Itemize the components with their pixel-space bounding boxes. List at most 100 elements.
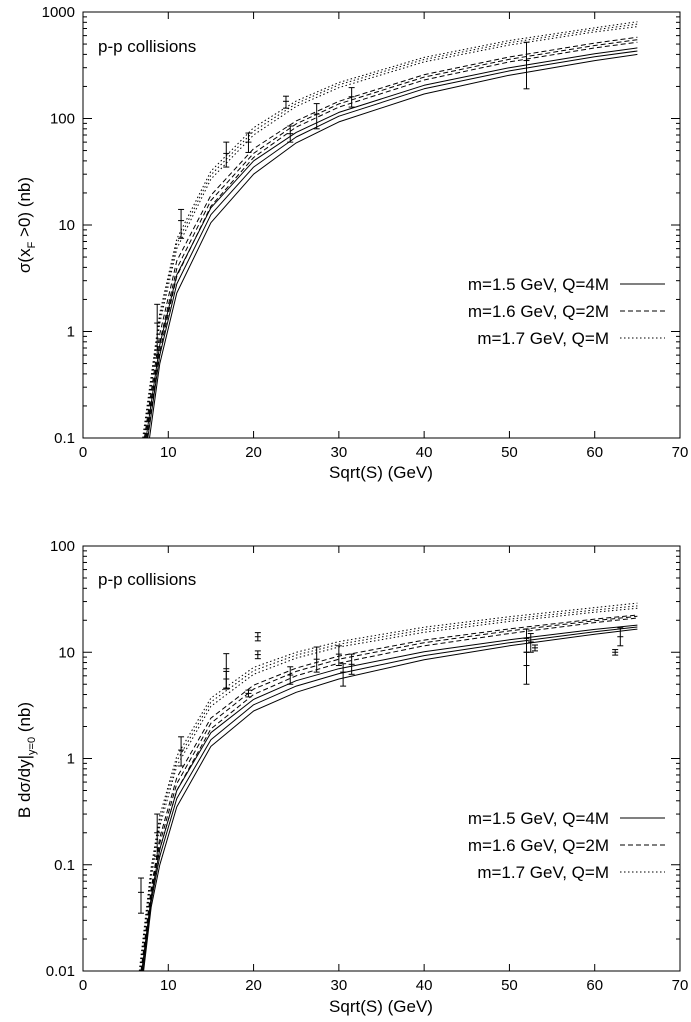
x-axis-label-top: Sqrt(S) (GeV) xyxy=(329,463,433,482)
points-bottom xyxy=(137,627,624,914)
curve-solid-1 xyxy=(149,53,638,439)
y-tick-label: 0.1 xyxy=(54,430,75,447)
curve-dashed-2 xyxy=(144,39,638,439)
curve-dotted-1 xyxy=(140,607,638,972)
annotation-top: p-p collisions xyxy=(98,37,196,56)
data-point xyxy=(287,125,294,143)
curve-solid-3 xyxy=(141,624,638,972)
legend-label: m=1.7 GeV, Q=M xyxy=(477,329,609,348)
curve-dashed-1 xyxy=(146,41,638,439)
data-point xyxy=(313,103,320,130)
y-axis-label-sub-top: F xyxy=(26,241,38,248)
curve-dashed-2 xyxy=(141,615,638,972)
legend-label: m=1.5 GeV, Q=4M xyxy=(468,275,609,294)
y-axis-label-tail-top: >0) (nb) xyxy=(15,177,34,242)
x-tick-label: 50 xyxy=(501,444,518,461)
legend-bottom: m=1.5 GeV, Q=4M m=1.6 GeV, Q=2M m=1.7 GeV,… xyxy=(468,809,665,882)
y-axis-label-tail-bottom: (nb) xyxy=(15,702,34,737)
x-ticks-bottom: 0 10 20 30 40 50 60 70 xyxy=(79,546,689,994)
plot-frame-bottom xyxy=(82,545,681,972)
data-point xyxy=(282,95,289,109)
data-point xyxy=(527,633,534,653)
data-point xyxy=(223,670,230,689)
annotation-bottom: p-p collisions xyxy=(98,570,196,589)
data-point xyxy=(617,627,624,647)
plot-frame-top xyxy=(82,11,681,439)
data-point xyxy=(313,646,320,673)
x-tick-label: 60 xyxy=(586,977,603,994)
y-tick-label: 100 xyxy=(50,538,75,555)
y-axis-label-top: σ(xF >0) (nb) xyxy=(15,177,38,273)
plot-area-bottom: 0 10 20 30 40 50 60 70 0.01 0.1 1 10 100 p-p collis… xyxy=(46,538,689,994)
data-point xyxy=(245,132,252,153)
y-tick-label: 100 xyxy=(50,111,75,128)
y-tick-label: 0.01 xyxy=(46,963,75,980)
data-point xyxy=(223,141,230,168)
legend-top: m=1.5 GeV, Q=4M m=1.6 GeV, Q=2M m=1.7 GeV,… xyxy=(468,275,665,348)
x-axis-label-bottom: Sqrt(S) (GeV) xyxy=(329,997,433,1016)
y-axis-label-main-top: σ(x xyxy=(15,248,34,273)
x-tick-label: 70 xyxy=(672,444,689,461)
x-tick-label: 0 xyxy=(79,444,87,461)
x-tick-label: 0 xyxy=(79,977,87,994)
curve-solid-1 xyxy=(143,628,638,972)
plot-area-top: 0 10 20 30 40 50 60 70 0.1 1 10 100 1000 p-p collis… xyxy=(42,4,689,461)
data-point xyxy=(340,663,347,687)
data-point xyxy=(348,87,355,108)
y-tick-label: 1 xyxy=(67,324,75,341)
y-axis-label-main-bottom: B dσ/dy| xyxy=(15,755,34,818)
legend-label: m=1.6 GeV, Q=2M xyxy=(468,302,609,321)
y-axis-label-bottom: B dσ/dy|y=0 (nb) xyxy=(15,702,38,818)
y-tick-label: 10 xyxy=(58,217,75,234)
data-point xyxy=(287,666,294,685)
data-point xyxy=(254,632,261,642)
curve-dotted-2 xyxy=(143,23,638,439)
x-tick-label: 60 xyxy=(586,444,603,461)
x-ticks-top: 0 10 20 30 40 50 60 70 xyxy=(79,12,689,461)
legend-label: m=1.7 GeV, Q=M xyxy=(477,863,609,882)
data-point xyxy=(523,651,530,685)
x-tick-label: 70 xyxy=(672,977,689,994)
data-point xyxy=(612,649,619,656)
data-point xyxy=(532,644,539,652)
data-point xyxy=(245,689,252,698)
y-tick-label: 0.1 xyxy=(54,857,75,874)
data-point xyxy=(348,653,355,675)
data-point xyxy=(254,650,261,660)
curve-dashed-1 xyxy=(142,617,638,972)
data-point xyxy=(523,41,530,90)
curve-dashed-3 xyxy=(140,614,638,972)
chart-bottom: 0 10 20 30 40 50 60 70 0.01 0.1 1 10 100 p-p collis… xyxy=(15,538,688,1016)
curve-dotted-3 xyxy=(138,602,638,972)
curve-solid-3 xyxy=(145,47,638,439)
x-tick-label: 50 xyxy=(501,977,518,994)
curve-solid-2 xyxy=(147,50,638,439)
x-tick-label: 40 xyxy=(416,977,433,994)
legend-label: m=1.5 GeV, Q=4M xyxy=(468,809,609,828)
data-point xyxy=(335,645,342,667)
y-tick-label: 1 xyxy=(67,751,75,768)
chart-top: 0 10 20 30 40 50 60 70 0.1 1 10 100 1000 p-p collis… xyxy=(15,4,688,482)
points-top xyxy=(154,41,530,356)
curves-bottom xyxy=(138,602,638,972)
x-tick-label: 20 xyxy=(245,977,262,994)
y-ticks-top: 0.1 1 10 100 1000 xyxy=(42,4,680,447)
x-tick-label: 30 xyxy=(331,977,348,994)
y-axis-label-sub-bottom: y=0 xyxy=(26,737,38,755)
curve-dotted-2 xyxy=(139,605,638,972)
data-point xyxy=(137,877,144,914)
curve-dotted-1 xyxy=(143,26,638,439)
y-tick-label: 10 xyxy=(58,644,75,661)
data-point xyxy=(178,736,185,767)
x-tick-label: 40 xyxy=(416,444,433,461)
curve-dotted-3 xyxy=(142,21,638,439)
x-tick-label: 30 xyxy=(331,444,348,461)
curve-solid-2 xyxy=(142,626,638,972)
legend-label: m=1.6 GeV, Q=2M xyxy=(468,836,609,855)
data-point xyxy=(178,208,185,239)
y-ticks-bottom: 0.01 0.1 1 10 100 xyxy=(46,538,680,980)
x-tick-label: 20 xyxy=(245,444,262,461)
x-tick-label: 10 xyxy=(160,444,177,461)
data-point xyxy=(154,813,161,857)
